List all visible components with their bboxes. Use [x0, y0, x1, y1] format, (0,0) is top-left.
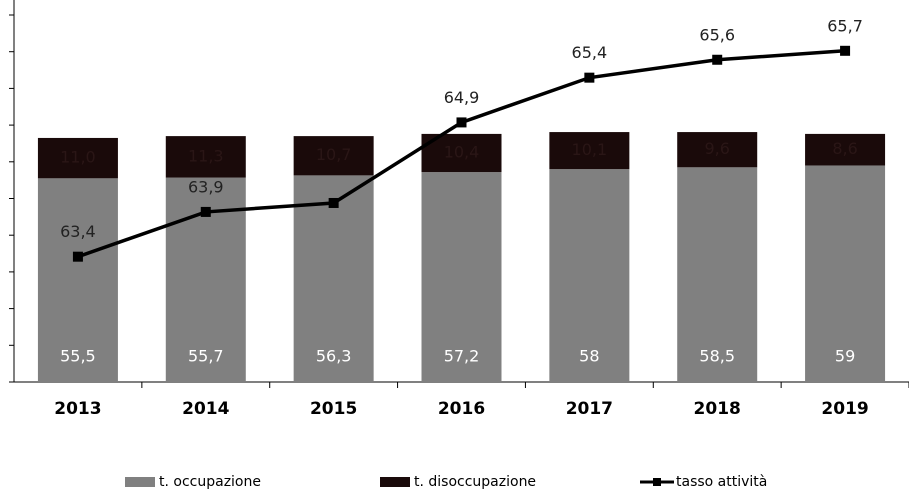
x-tick-label: 2017: [566, 399, 613, 419]
bar-label: 58: [579, 347, 599, 366]
x-tick-label: 2013: [54, 399, 101, 419]
bar-label: 58,5: [699, 347, 735, 366]
legend-label: t. occupazione: [159, 474, 261, 490]
legend-marker: [653, 478, 661, 486]
line-marker: [328, 197, 339, 208]
line-label: 65,6: [699, 25, 735, 44]
legend-label: t. disoccupazione: [414, 474, 536, 490]
x-tick-label: 2019: [821, 399, 868, 419]
bar: [549, 132, 630, 170]
line-marker: [72, 251, 83, 262]
bar-label: 10,4: [444, 142, 480, 161]
line-marker: [584, 72, 595, 83]
bar: [805, 133, 886, 166]
bar-label: 55,5: [60, 347, 96, 366]
line-marker: [840, 45, 851, 56]
bar: [37, 178, 118, 382]
x-tick-label: 2016: [438, 399, 485, 419]
bar-label: 8,6: [832, 139, 857, 158]
bar: [549, 169, 630, 382]
legend-swatch: [125, 477, 155, 487]
bar: [293, 136, 374, 176]
line-marker: [456, 117, 467, 128]
bar-label: 59: [835, 347, 855, 366]
line-label: 63,9: [188, 177, 224, 196]
line-label: 63,4: [60, 222, 96, 241]
bar-label: 11,0: [60, 148, 96, 167]
bar: [677, 132, 758, 168]
bar: [165, 136, 246, 178]
line-label: 65,4: [572, 43, 608, 62]
line-marker: [200, 206, 211, 217]
line-label: 65,7: [827, 16, 863, 35]
bar-label: 56,3: [316, 347, 352, 366]
bar-label: 10,7: [316, 145, 352, 164]
bar: [677, 167, 758, 382]
bar-label: 57,2: [444, 347, 480, 366]
line-marker: [712, 54, 723, 65]
bar-label: 55,7: [188, 347, 224, 366]
bar-label: 10,1: [572, 140, 608, 159]
bar-label: 11,3: [188, 146, 224, 165]
bar-label: 9,6: [704, 139, 729, 158]
x-tick-label: 2018: [694, 399, 741, 419]
bar: [37, 137, 118, 179]
legend-label: tasso attività: [676, 474, 767, 490]
bar: [421, 172, 502, 382]
legend-swatch: [380, 477, 410, 487]
line-label: 64,9: [444, 88, 480, 107]
bar: [805, 165, 886, 382]
x-tick-label: 2014: [182, 399, 229, 419]
x-tick-label: 2015: [310, 399, 357, 419]
bar: [293, 175, 374, 382]
